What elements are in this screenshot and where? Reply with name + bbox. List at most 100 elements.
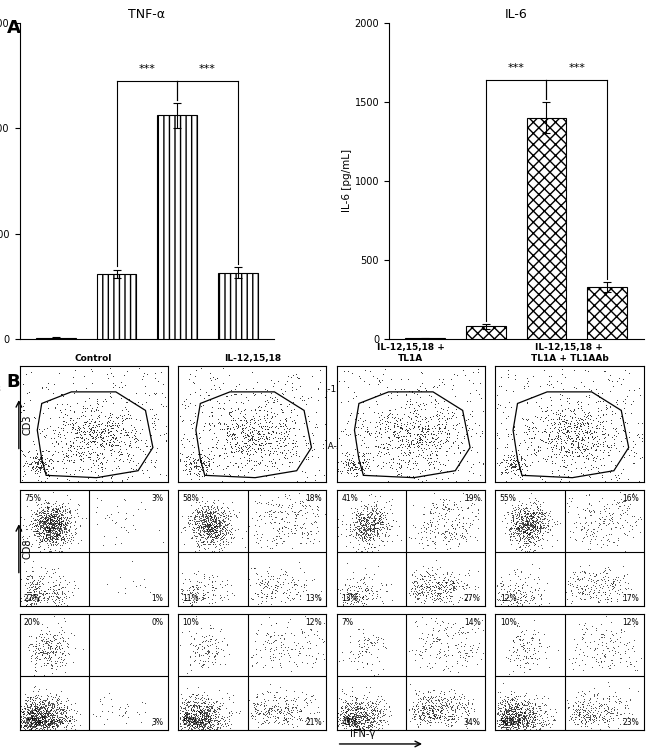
Point bbox=[608, 577, 618, 589]
Point bbox=[48, 630, 58, 642]
Point bbox=[430, 580, 441, 592]
Point bbox=[426, 453, 436, 465]
Point bbox=[253, 443, 263, 455]
Point bbox=[186, 592, 196, 604]
Point bbox=[38, 713, 48, 725]
Point bbox=[112, 419, 122, 431]
Text: -: - bbox=[145, 413, 149, 423]
Point bbox=[190, 513, 200, 525]
Point bbox=[255, 428, 265, 440]
Point bbox=[68, 422, 78, 434]
Point bbox=[520, 453, 530, 465]
Point bbox=[307, 657, 318, 669]
Point bbox=[218, 523, 229, 535]
Point bbox=[343, 468, 354, 480]
Point bbox=[207, 702, 218, 714]
Point bbox=[42, 529, 52, 541]
Point bbox=[356, 706, 366, 718]
Point bbox=[33, 453, 44, 465]
Point bbox=[47, 511, 57, 523]
Point bbox=[227, 405, 237, 417]
Point bbox=[291, 658, 301, 670]
Point bbox=[540, 436, 551, 448]
Point bbox=[512, 700, 522, 712]
Point bbox=[196, 716, 206, 728]
Point bbox=[492, 717, 502, 729]
Point bbox=[377, 517, 387, 529]
Point bbox=[358, 706, 368, 718]
Point bbox=[426, 590, 437, 602]
Point bbox=[352, 719, 363, 731]
Point bbox=[90, 433, 100, 445]
Point bbox=[367, 450, 378, 462]
Point bbox=[513, 515, 523, 527]
Point bbox=[47, 667, 57, 679]
Point bbox=[443, 454, 453, 466]
Point bbox=[196, 705, 207, 717]
Point bbox=[175, 707, 185, 719]
Point bbox=[560, 370, 571, 383]
Point bbox=[339, 711, 349, 723]
Point bbox=[355, 722, 365, 734]
Point bbox=[206, 647, 216, 659]
Point bbox=[54, 701, 64, 713]
Point bbox=[367, 581, 377, 593]
Point bbox=[367, 718, 378, 730]
Point bbox=[200, 461, 211, 473]
Point bbox=[40, 535, 51, 547]
Point bbox=[374, 386, 385, 398]
Point bbox=[596, 541, 606, 553]
Point bbox=[34, 691, 45, 703]
Point bbox=[216, 517, 227, 529]
Point bbox=[203, 529, 214, 541]
Point bbox=[40, 532, 51, 544]
Point bbox=[222, 434, 232, 447]
Point bbox=[508, 512, 518, 524]
Point bbox=[37, 523, 47, 535]
Point bbox=[50, 715, 60, 727]
Point bbox=[181, 592, 191, 604]
Point bbox=[205, 639, 215, 651]
Point bbox=[57, 642, 67, 654]
Point bbox=[34, 647, 45, 659]
Point bbox=[562, 497, 573, 509]
Point bbox=[519, 712, 529, 724]
Point bbox=[247, 421, 257, 433]
Point bbox=[515, 565, 526, 577]
Point bbox=[281, 694, 292, 706]
Point bbox=[51, 657, 61, 669]
Point bbox=[41, 712, 51, 724]
Point bbox=[231, 420, 241, 432]
Point bbox=[358, 504, 369, 516]
Point bbox=[435, 633, 445, 645]
Point bbox=[577, 711, 588, 723]
Point bbox=[269, 534, 280, 546]
Point bbox=[192, 587, 203, 599]
Point bbox=[120, 401, 131, 413]
Point bbox=[26, 700, 36, 712]
Point bbox=[537, 511, 547, 523]
Point bbox=[191, 462, 202, 474]
Point bbox=[96, 406, 107, 418]
Point bbox=[530, 711, 540, 723]
Point bbox=[272, 712, 283, 724]
Point bbox=[313, 501, 324, 514]
Point bbox=[362, 657, 372, 669]
Point bbox=[79, 416, 90, 428]
Point bbox=[19, 556, 29, 568]
Point bbox=[38, 720, 49, 732]
Point bbox=[35, 715, 46, 727]
Point bbox=[267, 703, 278, 715]
Point bbox=[595, 417, 605, 429]
Point bbox=[467, 623, 478, 635]
Point bbox=[515, 703, 526, 715]
Point bbox=[575, 715, 586, 727]
Point bbox=[582, 418, 593, 430]
Point bbox=[530, 584, 540, 596]
Point bbox=[126, 462, 136, 474]
Point bbox=[443, 644, 453, 656]
Point bbox=[456, 422, 467, 434]
Point bbox=[16, 720, 27, 732]
Point bbox=[582, 410, 592, 422]
Point bbox=[20, 450, 30, 462]
